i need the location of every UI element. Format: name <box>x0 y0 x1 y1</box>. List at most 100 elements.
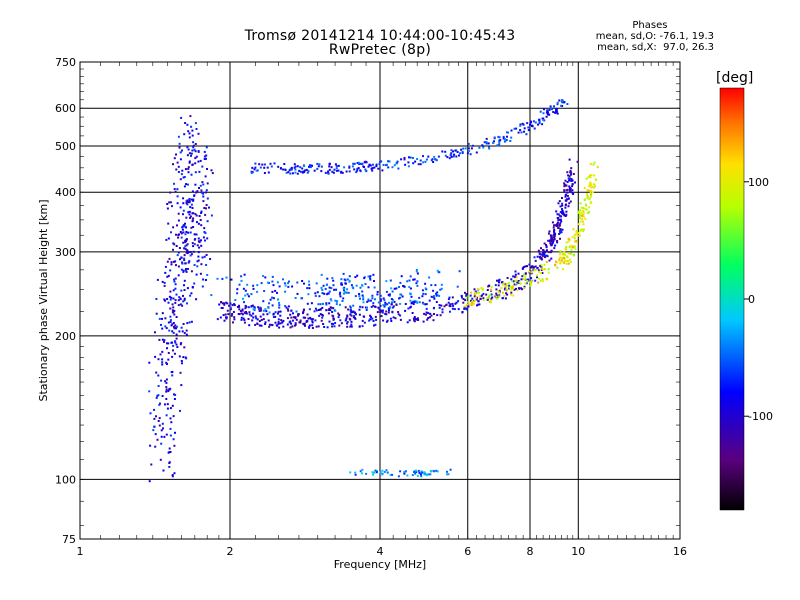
data-point <box>502 137 505 140</box>
data-point <box>170 324 173 327</box>
data-point <box>574 181 576 184</box>
data-point <box>464 291 466 294</box>
data-point <box>301 297 304 300</box>
data-point <box>412 300 415 303</box>
data-point <box>317 325 320 328</box>
data-point <box>497 279 500 282</box>
data-point <box>181 228 184 231</box>
data-point <box>354 317 357 320</box>
data-point <box>174 341 177 344</box>
data-point <box>447 301 450 304</box>
data-point <box>507 281 510 284</box>
data-point <box>220 307 223 309</box>
data-point <box>574 248 577 251</box>
data-point <box>303 322 306 325</box>
data-point <box>523 127 526 130</box>
data-point <box>309 166 312 169</box>
data-point <box>173 444 176 447</box>
data-point <box>191 242 194 245</box>
data-point <box>529 284 532 287</box>
data-point <box>541 253 544 256</box>
data-point <box>180 326 183 329</box>
data-point <box>202 183 205 186</box>
data-point <box>548 109 551 111</box>
data-point <box>175 316 178 318</box>
data-point <box>183 247 186 250</box>
data-point <box>532 266 535 269</box>
data-point <box>199 159 202 162</box>
data-point <box>183 332 186 335</box>
data-point <box>191 220 194 223</box>
data-point <box>174 431 176 434</box>
data-point <box>569 245 572 248</box>
data-point <box>349 305 352 308</box>
data-point <box>523 130 525 133</box>
data-point <box>451 296 454 299</box>
data-point <box>513 127 516 130</box>
data-point <box>504 284 507 287</box>
data-point <box>190 203 193 206</box>
data-point <box>475 298 478 301</box>
data-point <box>564 199 567 202</box>
data-point <box>538 118 541 121</box>
data-point <box>563 251 566 254</box>
data-point <box>568 202 571 205</box>
data-point <box>505 282 508 285</box>
data-point <box>536 255 539 258</box>
data-point <box>546 111 549 114</box>
data-point <box>200 244 203 247</box>
data-point <box>167 222 170 225</box>
data-point <box>564 179 567 182</box>
data-point <box>529 281 532 284</box>
data-point <box>514 270 517 273</box>
data-point <box>172 297 175 300</box>
data-point <box>299 319 302 322</box>
data-point <box>381 473 384 476</box>
data-point <box>583 198 586 201</box>
data-point <box>553 247 556 250</box>
data-point <box>485 142 488 145</box>
data-point <box>530 280 533 283</box>
data-point <box>186 203 189 206</box>
data-point <box>470 304 473 307</box>
data-point <box>370 167 373 170</box>
data-point <box>311 324 314 327</box>
data-point <box>195 155 198 158</box>
data-point <box>293 163 296 166</box>
data-point <box>173 327 176 330</box>
data-point <box>578 217 581 220</box>
data-point <box>183 176 186 178</box>
data-point <box>477 300 480 303</box>
data-point <box>200 210 203 213</box>
data-point <box>190 198 193 201</box>
data-point <box>427 317 430 319</box>
data-point <box>198 187 200 189</box>
data-point <box>180 268 183 271</box>
data-point <box>501 297 504 300</box>
grid-lines <box>80 62 680 539</box>
data-point <box>456 285 459 288</box>
data-point <box>546 112 549 115</box>
data-point <box>327 312 330 315</box>
data-point <box>229 308 232 311</box>
data-point <box>197 251 200 254</box>
data-point <box>438 271 441 274</box>
data-point <box>306 313 309 316</box>
data-point <box>298 169 301 172</box>
data-point <box>304 324 306 327</box>
data-point <box>274 311 277 314</box>
data-point <box>271 296 274 299</box>
data-point <box>211 172 214 175</box>
data-point <box>361 284 364 287</box>
data-point <box>538 250 541 253</box>
data-point <box>437 155 440 158</box>
data-point <box>515 127 518 130</box>
data-point <box>180 384 183 387</box>
data-point <box>534 269 537 272</box>
data-point <box>164 325 167 328</box>
data-point <box>179 178 182 181</box>
data-point <box>540 268 543 271</box>
data-point <box>570 167 573 170</box>
data-point <box>262 313 265 316</box>
data-point <box>194 213 197 216</box>
